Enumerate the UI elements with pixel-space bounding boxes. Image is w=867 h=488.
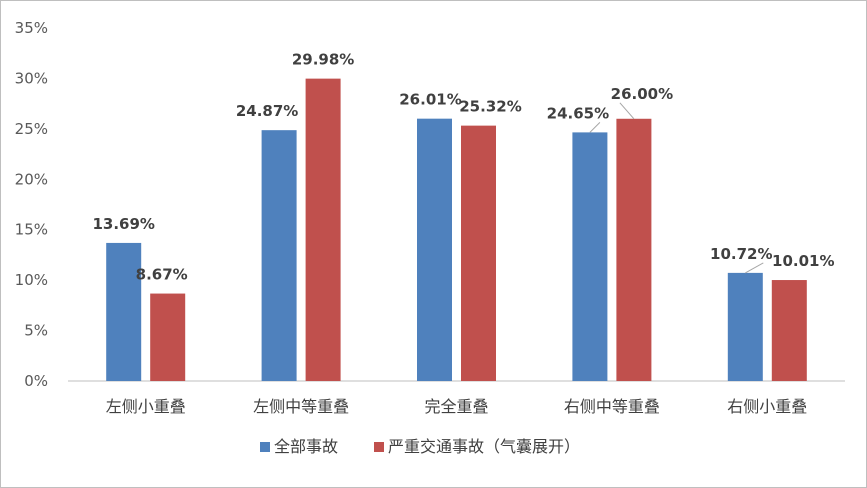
data-label: 26.01% <box>399 91 461 109</box>
bars <box>106 78 807 382</box>
y-tick-label: 10% <box>15 271 48 289</box>
bar-severe <box>305 78 341 382</box>
data-label: 24.65% <box>547 104 609 122</box>
leader-lines <box>589 102 764 274</box>
bar-severe <box>461 125 496 381</box>
bar-all <box>106 242 142 381</box>
bar-all <box>417 118 452 382</box>
data-label: 8.67% <box>136 266 188 284</box>
category-label: 左侧中等重叠 <box>253 397 349 416</box>
y-tick-label: 30% <box>15 69 48 87</box>
data-label: 10.72% <box>710 245 772 263</box>
bar-severe <box>771 280 807 381</box>
legend-swatch <box>374 442 384 452</box>
y-axis-ticks: 0% 5% 10% 15% 20% 25% 30% 35% <box>15 19 48 390</box>
data-labels: 13.69% 8.67% 24.87% 29.98% 26.01%25.32% 24.65… <box>92 51 834 284</box>
category-label: 右侧中等重叠 <box>564 397 660 416</box>
data-label: 13.69% <box>92 215 154 233</box>
data-label: 29.98% <box>292 51 354 69</box>
data-label: 26.00% <box>611 85 673 103</box>
leader-line <box>745 262 764 274</box>
bar-all <box>572 132 608 381</box>
data-label: 25.32% <box>459 98 521 116</box>
y-tick-label: 25% <box>15 120 48 138</box>
data-label: 24.87% <box>236 102 298 120</box>
legend: 全部事故 严重交通事故（气囊展开） <box>260 437 580 456</box>
legend-label: 全部事故 <box>274 437 338 456</box>
legend-label: 严重交通事故（气囊展开） <box>388 437 580 456</box>
category-label: 完全重叠 <box>424 397 488 416</box>
bar-all <box>261 130 297 381</box>
bar-all <box>727 272 763 381</box>
leader-line <box>589 122 601 133</box>
bar-severe <box>150 293 186 381</box>
y-tick-label: 35% <box>15 19 48 37</box>
data-label: 10.01% <box>772 252 834 270</box>
y-tick-label: 5% <box>24 322 48 340</box>
y-tick-label: 15% <box>15 221 48 239</box>
y-tick-label: 0% <box>24 372 48 390</box>
category-labels: 左侧小重叠 左侧中等重叠 完全重叠 右侧中等重叠 右侧小重叠 <box>106 397 808 416</box>
bar-severe <box>616 118 652 382</box>
legend-swatch <box>260 442 270 452</box>
category-label: 右侧小重叠 <box>727 397 807 416</box>
category-label: 左侧小重叠 <box>106 397 186 416</box>
y-tick-label: 20% <box>15 170 48 188</box>
leader-line <box>619 102 635 120</box>
